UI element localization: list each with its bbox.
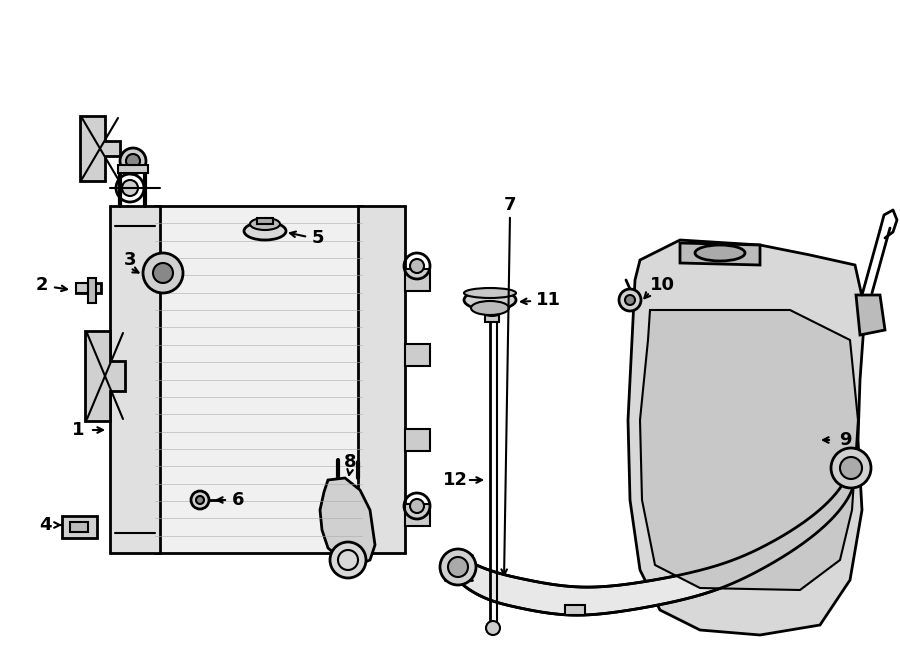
Text: 12: 12 — [443, 471, 467, 489]
Polygon shape — [80, 116, 120, 181]
Circle shape — [840, 457, 862, 479]
Text: 7: 7 — [504, 196, 517, 214]
Text: 5: 5 — [311, 229, 324, 247]
Bar — [405, 429, 430, 451]
Bar — [70, 522, 88, 532]
Bar — [565, 605, 585, 615]
Polygon shape — [85, 331, 125, 421]
Ellipse shape — [250, 218, 280, 230]
Bar — [257, 218, 273, 224]
Bar — [62, 516, 97, 538]
Polygon shape — [640, 310, 858, 590]
Circle shape — [120, 148, 146, 174]
Bar — [118, 165, 148, 173]
Circle shape — [410, 259, 424, 273]
Bar — [358, 206, 405, 553]
Circle shape — [126, 154, 140, 168]
Circle shape — [448, 557, 468, 577]
Circle shape — [153, 263, 173, 283]
Circle shape — [625, 295, 635, 305]
Polygon shape — [628, 240, 865, 635]
Ellipse shape — [471, 301, 509, 315]
Circle shape — [486, 621, 500, 635]
Circle shape — [196, 496, 204, 504]
Circle shape — [410, 499, 424, 513]
Text: 2: 2 — [36, 276, 49, 294]
Bar — [110, 206, 160, 553]
Circle shape — [191, 491, 209, 509]
Text: 8: 8 — [344, 453, 356, 471]
Text: 1: 1 — [72, 421, 85, 439]
Text: 11: 11 — [536, 291, 561, 309]
Circle shape — [143, 253, 183, 293]
Polygon shape — [856, 295, 885, 335]
Bar — [405, 344, 430, 366]
Bar — [405, 269, 430, 291]
Polygon shape — [76, 283, 88, 293]
Text: 9: 9 — [839, 431, 851, 449]
Polygon shape — [320, 478, 375, 565]
Ellipse shape — [464, 290, 516, 310]
Circle shape — [619, 289, 641, 311]
Circle shape — [831, 448, 871, 488]
Bar — [485, 312, 499, 322]
Circle shape — [122, 180, 138, 196]
Text: 10: 10 — [650, 276, 674, 294]
Bar — [405, 504, 430, 526]
Polygon shape — [680, 243, 760, 265]
Ellipse shape — [483, 308, 501, 316]
Bar — [76, 283, 101, 293]
Bar — [155, 206, 362, 553]
Text: 3: 3 — [124, 251, 136, 269]
Circle shape — [330, 542, 366, 578]
Text: 6: 6 — [232, 491, 244, 509]
Polygon shape — [458, 456, 855, 615]
Ellipse shape — [464, 288, 516, 298]
Bar — [88, 278, 96, 303]
Circle shape — [440, 549, 476, 585]
Ellipse shape — [244, 222, 286, 240]
Text: 4: 4 — [39, 516, 51, 534]
Ellipse shape — [695, 245, 745, 261]
